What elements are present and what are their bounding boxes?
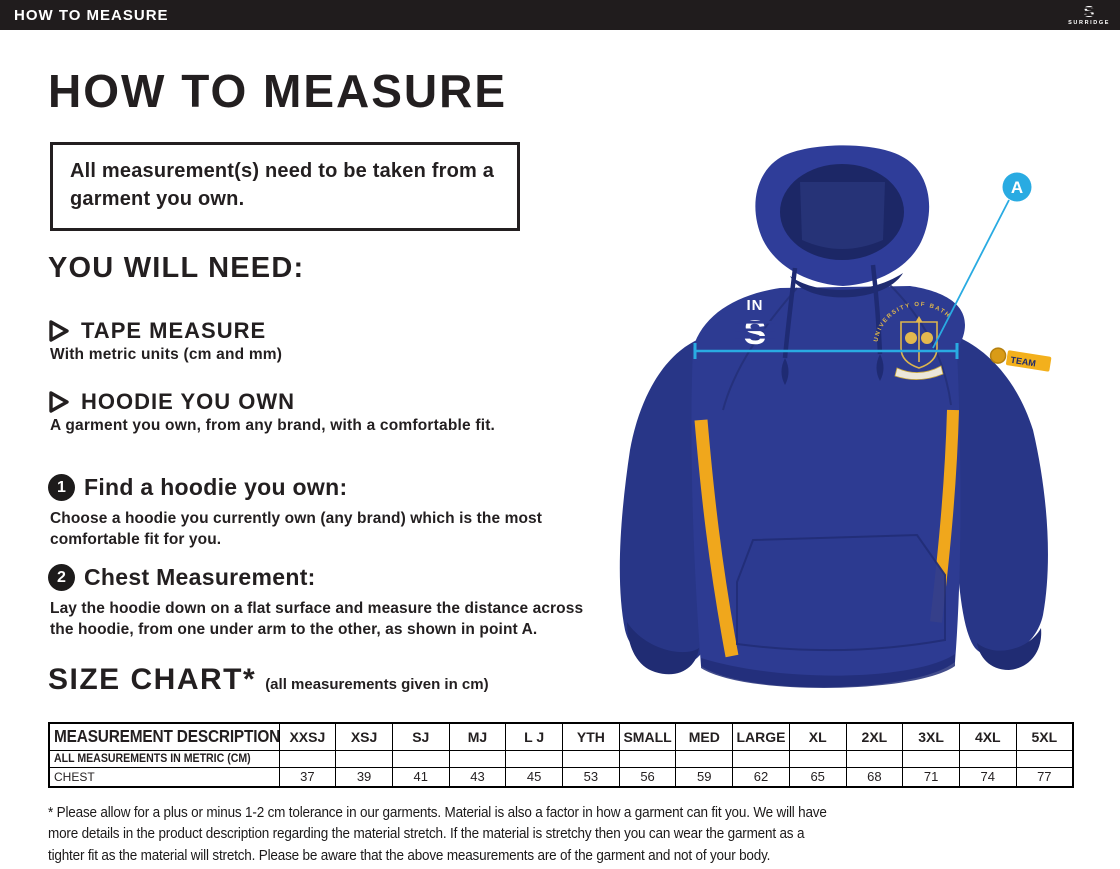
size-column-header: XSJ [335,722,393,751]
size-column-header: 2XL [845,722,904,751]
step-1: 1 Find a hoodie you own: [48,474,347,501]
size-column-header: XXSJ [278,722,337,751]
size-column-header: 4XL [958,722,1017,751]
measurement-line [693,199,1010,359]
chest-value: 71 [902,766,960,788]
need-item-title: TAPE MEASURE [81,318,267,343]
empty-cell [958,749,1017,768]
empty-cell [448,749,507,768]
empty-cell [845,749,904,768]
need-item-title: HOODIE YOU OWN [81,389,296,414]
chest-value: 62 [732,766,790,788]
chest-value: 65 [788,766,847,788]
chest-value: 41 [391,766,450,788]
chest-value: 39 [335,766,393,788]
svg-text:SU: SU [1012,312,1041,336]
header-bar: HOW TO MEASURE S SURRIDGE [0,0,1120,30]
empty-cell [788,749,847,768]
chest-value: 59 [675,766,734,788]
size-column-header: MJ [448,722,507,751]
step-desc: Lay the hoodie down on a flat surface an… [50,600,584,639]
svg-text:TEAM: TEAM [1010,355,1037,369]
size-chart-subheading: (all measurements given in cm) [265,676,489,693]
header-title: HOW TO MEASURE [14,6,169,24]
empty-cell [675,749,734,768]
sleeve-logo: SU [1012,312,1049,336]
note-box: All measurement(s) need to be taken from… [50,142,520,231]
unit-row: ALL MEASUREMENTS IN METRIC (CM) [48,749,1074,768]
note-text: All measurement(s) need to be taken from… [70,160,495,211]
size-column-header: MED [675,722,734,751]
size-column-header: SMALL [618,722,677,751]
size-chart-heading: SIZE CHART* [48,663,257,696]
measurement-description-header: MEASUREMENT DESCRIPTION [48,722,280,751]
svg-text:S: S [744,314,767,352]
need-item-hoodie: HOODIE YOU OWN [48,389,295,415]
footnote: * Please allow for a plus or minus 1-2 c… [48,802,913,866]
size-column-header: XL [788,722,847,751]
brand-name: SURRIDGE [1068,20,1110,27]
chest-value: 56 [618,766,677,788]
size-column-header: 3XL [902,722,960,751]
empty-cell [505,749,564,768]
chest-value: 77 [1015,766,1074,788]
size-column-header: SJ [391,722,450,751]
play-triangle-icon [49,391,69,413]
chest-value: 45 [505,766,564,788]
surridge-s-icon: S [1080,4,1099,20]
empty-cell [562,749,620,768]
step-desc: Choose a hoodie you currently own (any b… [50,510,543,549]
size-column-header: L J [505,722,564,751]
unit-row-label: ALL MEASUREMENTS IN METRIC (CM) [48,749,280,768]
step-2: 2 Chest Measurement: [48,564,316,591]
chest-row: CHEST 37 39 41 43 45 53 56 59 62 65 68 7… [48,766,1074,788]
empty-cell [732,749,790,768]
svg-text:IN: IN [747,297,764,314]
page-title: HOW TO MEASURE [48,65,508,117]
marker-a: A [1002,172,1032,202]
need-item-desc: A garment you own, from any brand, with … [50,417,496,434]
empty-cell [335,749,393,768]
chest-value: 74 [958,766,1017,788]
sleeve-badge: TEAM [989,347,1052,372]
step-number-badge: 2 [48,564,75,591]
svg-text:A: A [1011,178,1023,197]
size-column-header: LARGE [732,722,790,751]
chest-row-label: CHEST [48,766,280,788]
empty-cell [618,749,677,768]
you-will-need-heading: YOU WILL NEED: [48,252,305,284]
chest-value: 37 [278,766,337,788]
empty-cell [1015,749,1074,768]
footnote-line: tighter fit as the material will stretch… [48,846,771,864]
step-title: Chest Measurement: [84,564,316,590]
size-column-header: YTH [562,722,620,751]
step-number-badge: 1 [48,474,75,501]
hoodie-image: IN S UNIVERSITY OF BATH SU [619,145,1052,689]
need-item-tape-measure: TAPE MEASURE [48,318,266,344]
chest-value: 43 [448,766,507,788]
table-header-row: MEASUREMENT DESCRIPTION XXSJ XSJ SJ MJ L… [48,722,1074,751]
chest-logo: IN S [735,297,775,352]
footnote-line: * Please allow for a plus or minus 1-2 c… [48,804,827,821]
chest-value: 68 [845,766,904,788]
size-chart-heading-row: SIZE CHART* (all measurements given in c… [48,663,489,697]
surridge-logo: S SURRIDGE [1068,3,1110,27]
size-column-header: 5XL [1015,722,1074,751]
empty-cell [902,749,960,768]
step-title: Find a hoodie you own: [84,474,348,500]
play-triangle-icon [49,320,69,342]
hoodie-illustration: IN S UNIVERSITY OF BATH SU [585,110,1105,710]
chest-value: 53 [562,766,620,788]
empty-cell [391,749,450,768]
size-table: MEASUREMENT DESCRIPTION XXSJ XSJ SJ MJ L… [48,722,1074,788]
footnote-line: more details in the product description … [48,825,805,843]
empty-cell [278,749,337,768]
need-item-desc: With metric units (cm and mm) [50,346,283,363]
